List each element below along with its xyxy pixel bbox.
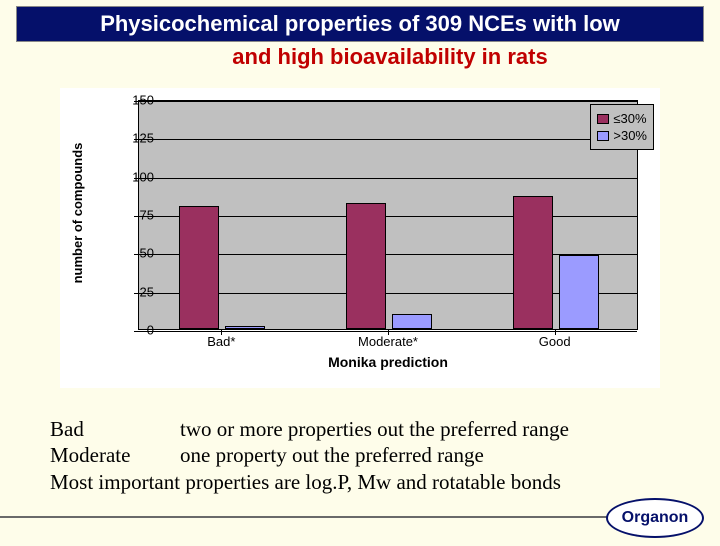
y-tick-label: 0 xyxy=(124,323,154,338)
footer-divider xyxy=(0,516,620,518)
note-summary: Most important properties are log.P, Mw … xyxy=(50,469,670,495)
legend-item: ≤30% xyxy=(597,111,647,126)
note-desc: two or more properties out the preferred… xyxy=(180,416,569,442)
notes-block: Bad two or more properties out the prefe… xyxy=(50,416,670,495)
legend-swatch xyxy=(597,131,609,141)
y-tick-label: 50 xyxy=(124,246,154,261)
x-tick-label: Moderate* xyxy=(358,334,418,349)
y-tick-label: 25 xyxy=(124,284,154,299)
note-term: Bad xyxy=(50,416,180,442)
bar xyxy=(225,326,265,329)
legend-swatch xyxy=(597,114,609,124)
y-axis-label: number of compounds xyxy=(70,143,85,284)
note-term: Moderate xyxy=(50,442,180,468)
note-row: Moderate one property out the preferred … xyxy=(50,442,670,468)
logo-text: Organon xyxy=(622,509,689,527)
legend-item: >30% xyxy=(597,128,647,143)
bar xyxy=(392,314,432,329)
legend: ≤30% >30% xyxy=(590,104,654,150)
note-desc: one property out the preferred range xyxy=(180,442,484,468)
organon-logo: Organon xyxy=(606,498,704,538)
bar xyxy=(513,196,553,329)
logo-ellipse: Organon xyxy=(606,498,704,538)
y-tick-label: 125 xyxy=(124,131,154,146)
bar xyxy=(559,255,599,329)
x-tick-label: Bad* xyxy=(207,334,235,349)
bar xyxy=(346,203,386,329)
grid-line xyxy=(139,178,637,179)
title-line-1: Physicochemical properties of 309 NCEs w… xyxy=(25,11,695,37)
note-row: Bad two or more properties out the prefe… xyxy=(50,416,670,442)
plot-region xyxy=(138,100,638,330)
legend-label: >30% xyxy=(613,128,647,143)
y-tick-label: 75 xyxy=(124,208,154,223)
y-tick-label: 100 xyxy=(124,169,154,184)
x-tick-label: Good xyxy=(539,334,571,349)
bar-chart: number of compounds Monika prediction ≤3… xyxy=(60,88,660,388)
grid-line xyxy=(139,139,637,140)
bar xyxy=(179,206,219,329)
x-axis-label: Monika prediction xyxy=(138,354,638,370)
y-tick-label: 150 xyxy=(124,93,154,108)
title-line-2: and high bioavailability in rats xyxy=(0,44,720,70)
legend-label: ≤30% xyxy=(613,111,646,126)
grid-line xyxy=(139,101,637,102)
title-bar: Physicochemical properties of 309 NCEs w… xyxy=(16,6,704,42)
